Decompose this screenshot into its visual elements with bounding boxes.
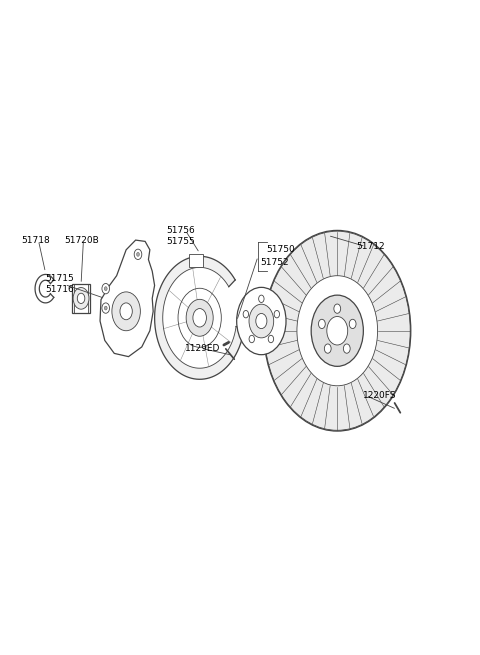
Circle shape [104, 306, 107, 310]
Circle shape [256, 314, 267, 329]
Text: 51720B: 51720B [64, 236, 99, 244]
Circle shape [102, 303, 109, 313]
Circle shape [134, 249, 142, 259]
Circle shape [264, 231, 411, 431]
Circle shape [120, 303, 132, 320]
Text: 51755: 51755 [167, 237, 195, 246]
Circle shape [193, 309, 206, 327]
Circle shape [102, 284, 109, 294]
Polygon shape [100, 240, 155, 356]
Circle shape [324, 344, 331, 353]
Text: 51716: 51716 [46, 286, 74, 295]
Circle shape [319, 319, 325, 329]
Circle shape [334, 304, 341, 313]
Polygon shape [35, 274, 54, 303]
Text: 51715: 51715 [46, 274, 74, 284]
Bar [189, 254, 203, 267]
Circle shape [77, 293, 85, 303]
Circle shape [268, 335, 274, 343]
Circle shape [311, 295, 363, 366]
Circle shape [137, 252, 139, 256]
Circle shape [249, 335, 254, 343]
Polygon shape [155, 256, 244, 379]
Circle shape [243, 310, 249, 318]
Circle shape [186, 299, 213, 336]
Text: 51752: 51752 [260, 258, 288, 267]
Circle shape [112, 292, 140, 331]
Circle shape [73, 288, 89, 309]
Text: 1129ED: 1129ED [185, 344, 221, 352]
Text: 51718: 51718 [22, 236, 50, 244]
Bar [72, 284, 90, 312]
Circle shape [249, 304, 274, 338]
Circle shape [343, 344, 350, 353]
Text: 51756: 51756 [167, 226, 195, 235]
Circle shape [349, 319, 356, 329]
Circle shape [104, 287, 107, 291]
Text: 51712: 51712 [356, 242, 385, 251]
Circle shape [297, 276, 378, 386]
Text: 51750: 51750 [266, 246, 295, 254]
Circle shape [237, 288, 286, 355]
Text: 1220FS: 1220FS [363, 391, 397, 400]
Circle shape [274, 310, 279, 318]
Circle shape [327, 316, 348, 345]
Circle shape [178, 288, 221, 347]
Circle shape [259, 295, 264, 303]
